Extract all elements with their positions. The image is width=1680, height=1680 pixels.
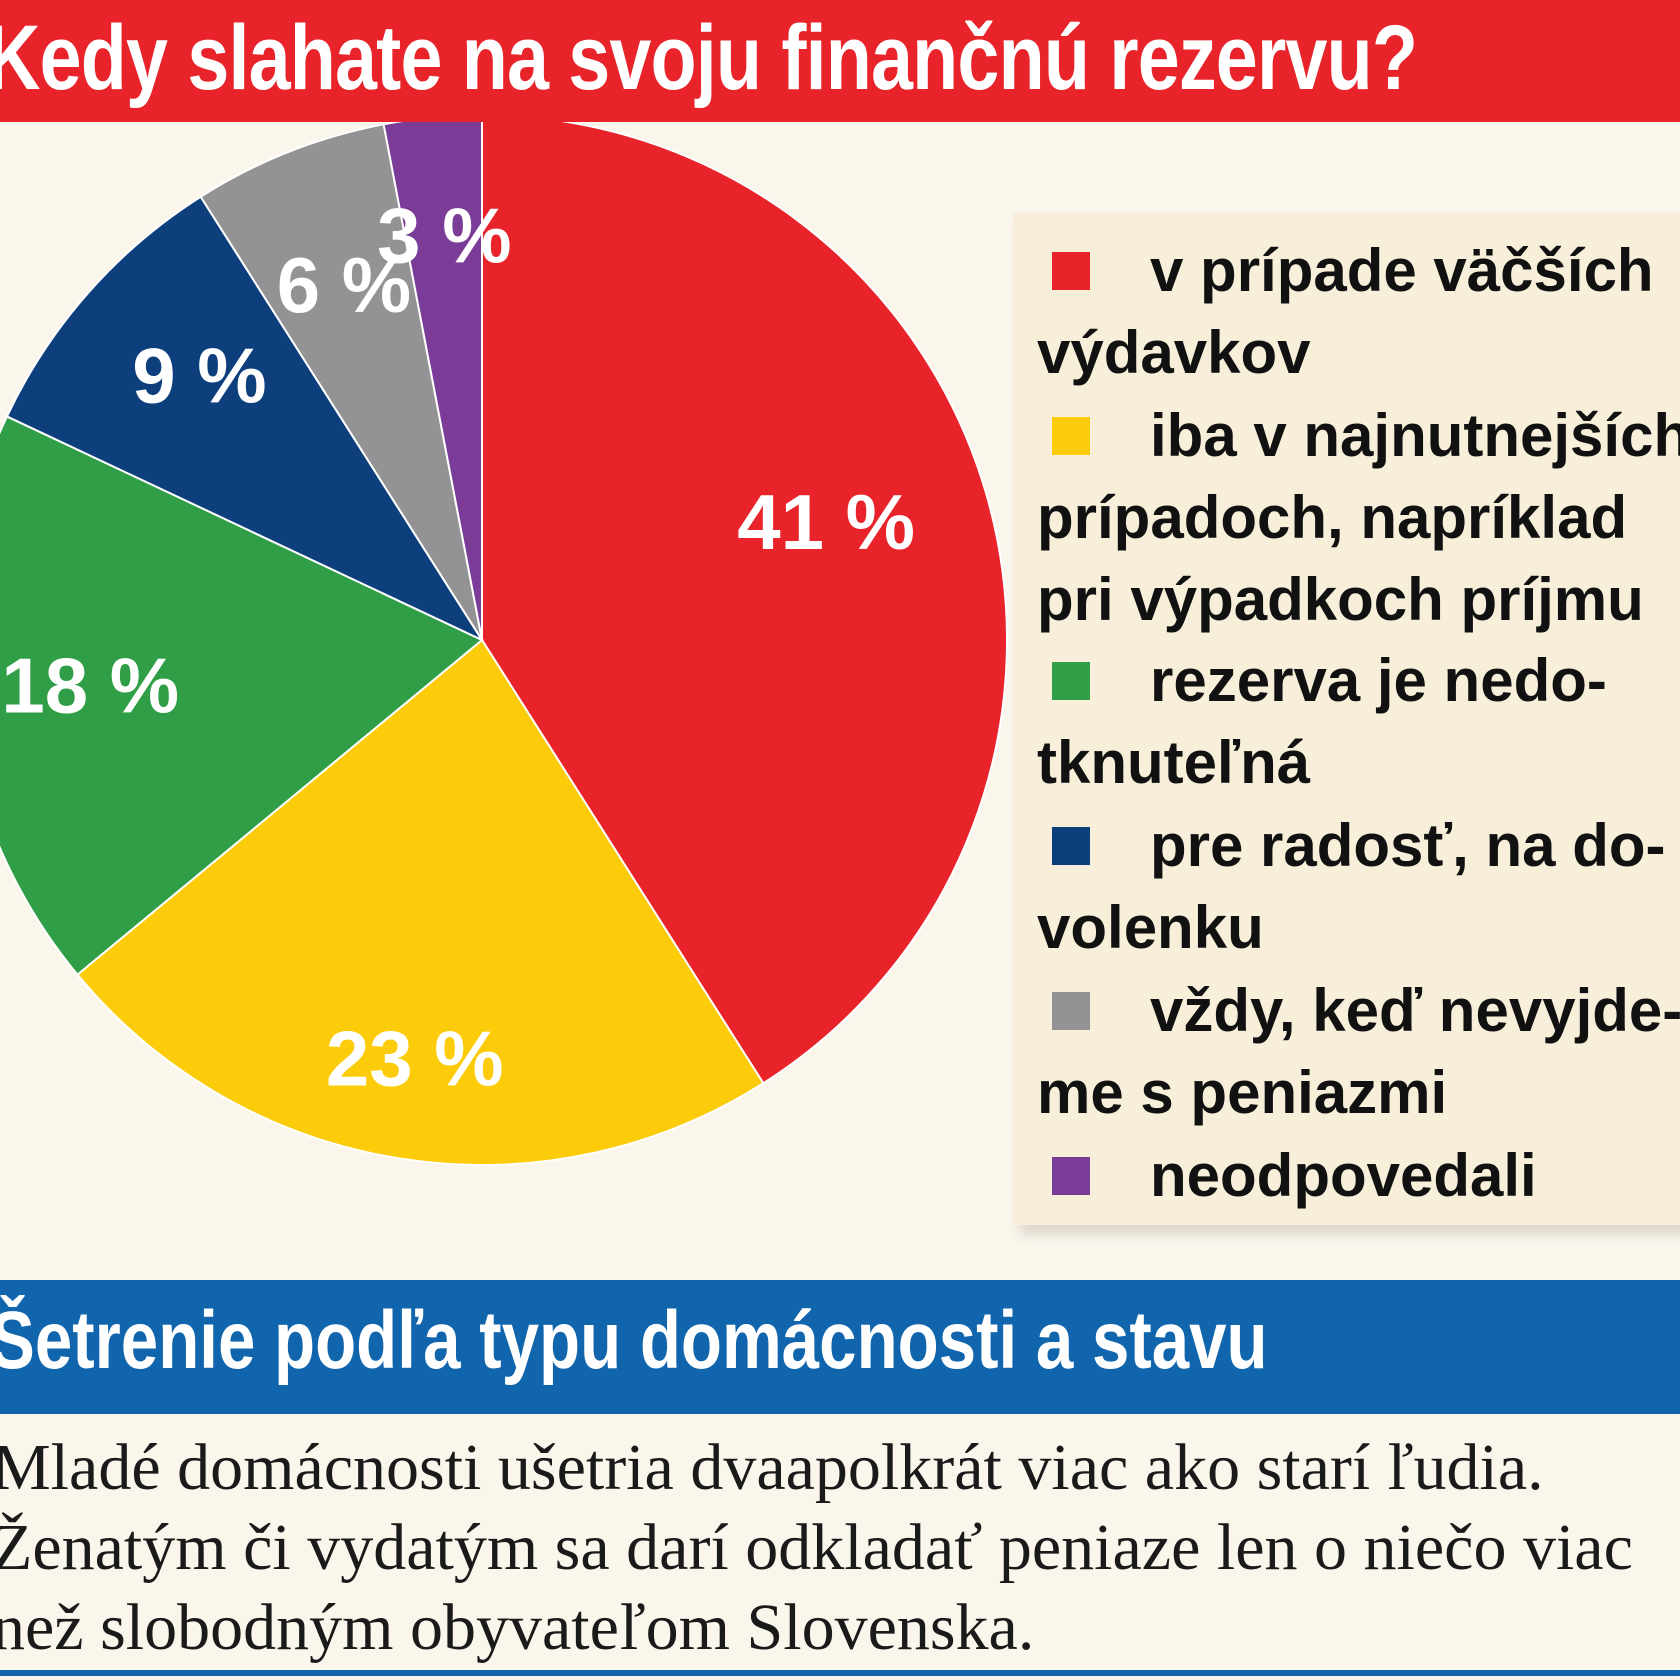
legend bbox=[1013, 213, 1680, 1225]
pie-slice-5 bbox=[199, 123, 483, 641]
legend-swatch-5 bbox=[1052, 992, 1090, 1030]
pie-label-2: 23 % bbox=[326, 1014, 504, 1102]
legend-item-3: rezerva je nedo-tknuteľná bbox=[1037, 647, 1607, 796]
chart-title: Kedy slahate na svoju finančnú rezervu? bbox=[0, 7, 1418, 109]
body-line-1: Mladé domácnosti ušetria dvaapolkrát via… bbox=[0, 1431, 1544, 1504]
pie-slice-4 bbox=[5, 195, 485, 643]
legend-swatch-6 bbox=[1052, 1157, 1090, 1195]
title-bar: Kedy slahate na svoju finančnú rezervu? bbox=[0, 0, 1680, 122]
pie-chart: 41 % 23 % 18 % 9 %6 %3 % bbox=[0, 122, 1008, 1166]
body-paragraph: Mladé domácnosti ušetria dvaapolkrát via… bbox=[0, 1428, 1680, 1668]
pie-label-6: 3 % bbox=[377, 191, 511, 279]
legend-swatch-2 bbox=[1052, 417, 1090, 455]
pie-slice-3 bbox=[0, 415, 484, 977]
pie-label-1: 41 % bbox=[737, 478, 915, 566]
bottom-rule bbox=[0, 1670, 1680, 1676]
pie-slices bbox=[0, 122, 1008, 1166]
legend-item-4: pre radosť, na do-volenku bbox=[1037, 812, 1666, 961]
pie-slice-6 bbox=[382, 122, 483, 641]
legend-swatch-3 bbox=[1052, 662, 1090, 700]
subheading: Šetrenie podľa typu domácnosti a stavu bbox=[0, 1295, 1268, 1386]
pie-labels: 41 % 23 % 18 % 9 %6 %3 % bbox=[1, 191, 915, 1102]
legend-swatch-4 bbox=[1052, 827, 1090, 865]
legend-item-2: iba v najnutnejších prípadoch, napríklad… bbox=[1037, 402, 1680, 633]
legend-item-6: neodpovedali bbox=[1150, 1142, 1537, 1209]
legend-item-5: vždy, keď nevyjde-me s peniazmi bbox=[1037, 977, 1680, 1126]
legend-item-1: v prípade väčších výdavkov bbox=[1037, 237, 1654, 386]
body-line-3: než slobodným obyvateľom Slovenska. bbox=[0, 1591, 1035, 1664]
pie-label-5: 6 % bbox=[277, 241, 411, 329]
legend-swatch-1 bbox=[1052, 252, 1090, 290]
pie-label-3: 18 % bbox=[1, 642, 179, 730]
pie-slice-2 bbox=[76, 638, 765, 1166]
pie-slice-1 bbox=[481, 122, 1008, 1085]
body-line-2: Ženatým či vydatým sa darí odkladať peni… bbox=[0, 1511, 1633, 1584]
subheading-bar: Šetrenie podľa typu domácnosti a stavu bbox=[0, 1280, 1680, 1414]
pie-label-4: 9 % bbox=[132, 332, 266, 420]
